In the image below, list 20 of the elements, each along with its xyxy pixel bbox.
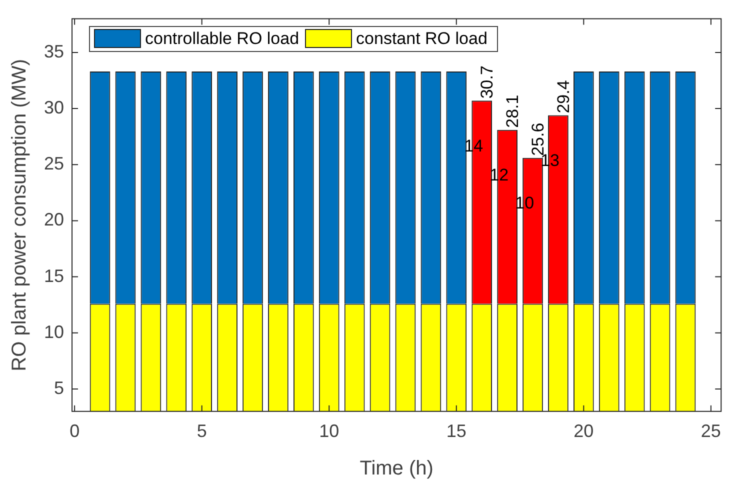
series-label: controllable RO load <box>145 28 300 49</box>
total-label: 28.1 <box>502 94 522 128</box>
total-label: 30.7 <box>478 66 497 99</box>
y-tick-label: 15 <box>44 266 64 286</box>
total-label: 29.4 <box>554 80 573 114</box>
x-tick-label: 10 <box>319 421 340 442</box>
x-axis-title: Time (h) <box>360 458 434 480</box>
x-tick-label: 5 <box>196 421 207 442</box>
y-tick-label: 35 <box>44 41 64 62</box>
y-tick-label: 25 <box>44 154 64 174</box>
y-tick-label: 10 <box>44 322 64 342</box>
x-tick-label: 20 <box>574 421 594 442</box>
legend-label: constant RO load <box>356 28 488 49</box>
x-tick-label: 0 <box>70 421 80 442</box>
x-tick-label: 15 <box>446 421 466 442</box>
y-tick-label: 20 <box>44 210 64 230</box>
x-tick-label: 25 <box>700 421 721 442</box>
y-tick-label: 30 <box>44 98 64 118</box>
y-tick-label: 5 <box>54 378 64 398</box>
y-axis-title: RO plant power consumption (MW) <box>8 58 31 372</box>
